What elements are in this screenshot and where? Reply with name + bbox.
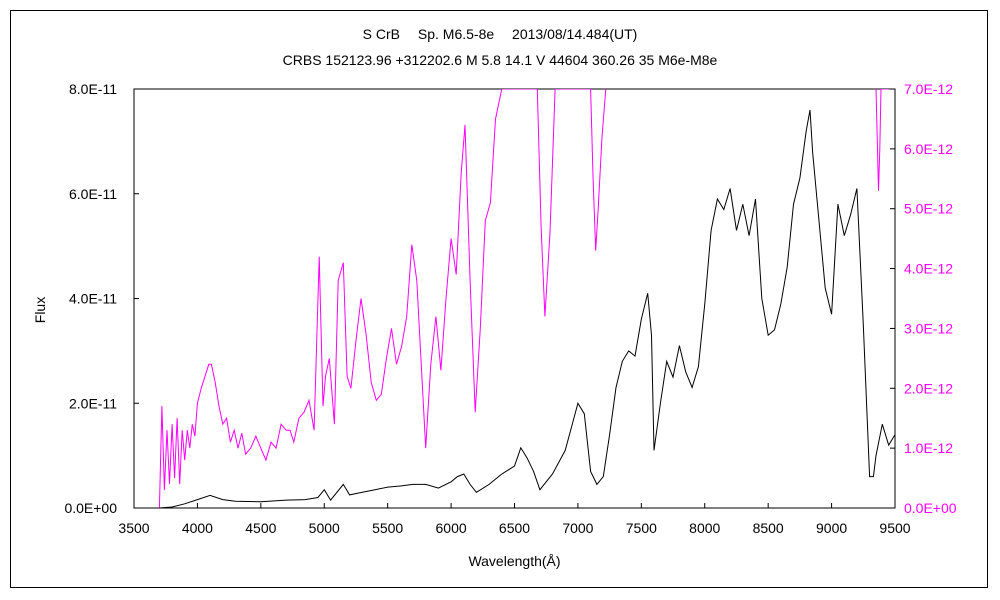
chart-frame (10, 10, 988, 588)
x-tick-label: 6000 (436, 520, 467, 536)
x-tick-label: 4500 (245, 520, 276, 536)
y2-tick-label: 5.0E-12 (904, 201, 953, 217)
x-tick-label: 3500 (118, 520, 149, 536)
y2-tick-label: 7.0E-12 (904, 81, 953, 97)
y2-tick-label: 2.0E-12 (904, 380, 953, 396)
x-tick-label: 5500 (372, 520, 403, 536)
x-tick-label: 7000 (562, 520, 593, 536)
x-axis-label: Wavelength(Å) (468, 553, 560, 569)
y-axis-label: Flux (32, 297, 48, 323)
y-tick-label: 4.0E-11 (69, 291, 117, 307)
y2-tick-label: 0.0E+00 (904, 500, 957, 516)
y-tick-label: 6.0E-11 (69, 186, 117, 202)
x-tick-label: 9000 (816, 520, 847, 536)
y2-tick-label: 6.0E-12 (904, 141, 953, 157)
y-axis-right: 0.0E+00 1.0E-12 2.0E-12 3.0E-12 4.0E-12 5.0E-… (890, 81, 957, 516)
y-tick-label: 0.0E+00 (64, 500, 117, 516)
series-line-left-axis (159, 109, 895, 508)
y-axis-left: 0.0E+00 2.0E-11 4.0E-11 6.0E-11 8.0E-11 (64, 81, 139, 516)
x-tick-label: 7500 (626, 520, 657, 536)
plot-area (133, 88, 896, 509)
y-tick-label: 2.0E-11 (69, 395, 117, 411)
x-tick-label: 4000 (182, 520, 213, 536)
x-tick-label: 8000 (689, 520, 720, 536)
y2-tick-label: 4.0E-12 (904, 261, 953, 277)
x-tick-label: 5000 (309, 520, 340, 536)
x-tick-label: 8500 (753, 520, 784, 536)
series-layer (158, 89, 895, 508)
chart-title: S CrB Sp. M6.5-8e 2013/08/14.484(UT) (362, 26, 638, 42)
y-tick-label: 8.0E-11 (69, 81, 117, 97)
x-axis: 3500 4000 4500 5000 5500 6000 6500 7000 7500 8000… (118, 503, 911, 536)
series-line-right-axis (158, 89, 889, 508)
x-tick-label: 6500 (499, 520, 530, 536)
x-tick-label: 9500 (879, 520, 910, 536)
y2-tick-label: 1.0E-12 (904, 440, 953, 456)
plot-frame (133, 88, 896, 509)
chart-subtitle: CRBS 152123.96 +312202.6 M 5.8 14.1 V 44… (282, 52, 718, 68)
y2-tick-label: 3.0E-12 (904, 320, 953, 336)
